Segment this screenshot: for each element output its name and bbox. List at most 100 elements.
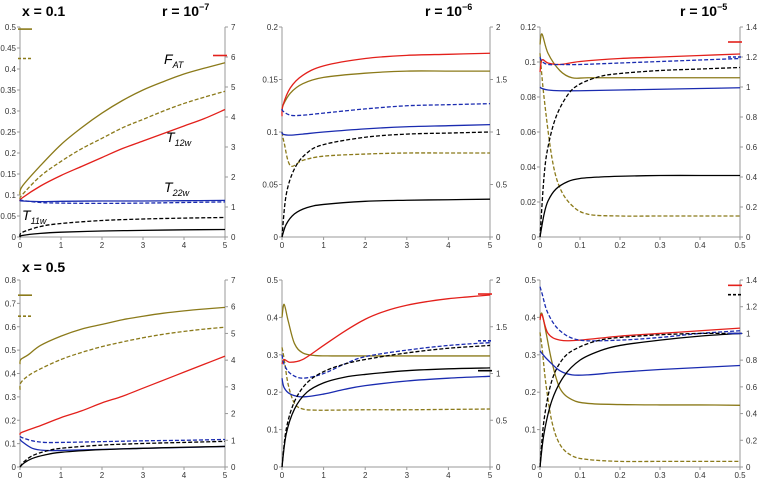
- right-tick-label: 0: [746, 463, 751, 472]
- left-tick-label: 0.2: [267, 23, 279, 32]
- series-line-t-22w: [281, 375, 491, 398]
- x-tick-label: 3: [405, 471, 410, 480]
- col-label-1: r = 10−7: [162, 2, 209, 19]
- series-line-f-at: [281, 303, 490, 357]
- left-tick-label: 0.1: [5, 440, 17, 449]
- right-tick-label: 1: [496, 128, 501, 137]
- x-tick-label: 4: [446, 241, 451, 250]
- right-tick-label: 2: [231, 173, 236, 182]
- col-label-2-exponent: −6: [462, 2, 472, 12]
- series-line-f-at: [19, 306, 226, 365]
- series-line-f-at: [19, 62, 226, 196]
- x-tick-label: 5: [223, 471, 228, 480]
- left-tick-label: 0.2: [525, 388, 537, 397]
- series-line-f-at-eq: [539, 53, 740, 217]
- x-tick-label: 0.2: [614, 241, 626, 250]
- right-tick-label: 6: [231, 303, 236, 312]
- left-tick-label: 0.4: [5, 65, 17, 74]
- row-label-top: x = 0.1: [22, 3, 65, 19]
- left-tick-label: 0.1: [525, 426, 537, 435]
- curve-label-t12w-sub: 12w: [175, 138, 192, 148]
- curve-label-t22w-main: T: [164, 179, 174, 195]
- right-tick-label: 1.2: [746, 303, 758, 312]
- col-label-3-base: r = 10: [680, 3, 717, 19]
- left-tick-label: 0.25: [0, 128, 16, 137]
- series-line-t-11w-eq: [19, 216, 226, 238]
- x-tick-label: 4: [182, 471, 187, 480]
- x-tick-label: 0.2: [614, 471, 626, 480]
- series-line-t-11w-eq: [281, 344, 491, 468]
- series-line-t-22w: [539, 350, 741, 376]
- right-tick-label: 3: [231, 143, 236, 152]
- series-line-t-12w: [539, 313, 741, 342]
- left-tick-label: 0.35: [0, 86, 16, 95]
- x-tick-label: 1: [59, 241, 64, 250]
- left-tick-label: 0.15: [262, 76, 278, 85]
- right-tick-label: 2: [496, 23, 501, 32]
- x-tick-label: 0.1: [574, 241, 586, 250]
- right-tick-label: 0: [231, 463, 236, 472]
- left-tick-label: 0.45: [0, 44, 16, 53]
- left-tick-label: 0.12: [520, 23, 536, 32]
- left-tick-label: 0.3: [5, 107, 17, 116]
- left-tick-label: 0.04: [520, 163, 536, 172]
- right-tick-label: 5: [231, 83, 236, 92]
- left-tick-label: 0: [532, 463, 537, 472]
- x-tick-label: 1: [321, 241, 326, 250]
- right-tick-label: 1.5: [496, 323, 508, 332]
- left-tick-label: 0.1: [525, 58, 537, 67]
- series-line-f-at-eq: [19, 326, 226, 390]
- right-tick-label: 4: [231, 356, 236, 365]
- panel-5: 0 0.1 0.2 0.3 0.4 0.5 0 0.5 1 1.5 2 0 1 2 3 4 5: [267, 276, 508, 480]
- series-line-t-22w: [19, 199, 226, 203]
- series-line-f-at-eq: [281, 347, 491, 411]
- curve-label-t12w: T12w: [166, 129, 192, 148]
- x-tick-label: 4: [182, 241, 187, 250]
- col-label-2-base: r = 10: [425, 3, 462, 19]
- series-line-f-at: [539, 312, 741, 406]
- x-tick-label: 5: [488, 471, 493, 480]
- left-tick-label: 0.8: [5, 276, 17, 285]
- x-tick-label: 2: [363, 471, 368, 480]
- left-tick-label: 0.3: [267, 351, 279, 360]
- x-tick-label: 1: [321, 471, 326, 480]
- right-tick-label: 1: [746, 83, 751, 92]
- left-tick-label: 0.2: [267, 388, 279, 397]
- series-line-t-22w-eq: [281, 341, 491, 379]
- curve-label-t22w: T22w: [164, 179, 190, 198]
- left-tick-label: 0.2: [5, 149, 17, 158]
- series-line-f-at: [281, 70, 490, 112]
- col-label-3-exponent: −5: [717, 2, 727, 12]
- x-tick-label: 0.4: [694, 471, 706, 480]
- right-tick-label: 0.4: [746, 410, 758, 419]
- series-line-t-12w: [19, 355, 226, 436]
- series-line-t-22w: [281, 124, 491, 136]
- right-tick-label: 0.5: [496, 416, 508, 425]
- x-tick-label: 4: [446, 471, 451, 480]
- series-line-t-11w-eq: [281, 131, 491, 238]
- x-tick-label: 0.3: [654, 471, 666, 480]
- x-tick-label: 2: [363, 241, 368, 250]
- x-tick-label: 3: [141, 241, 146, 250]
- right-tick-label: 2: [496, 276, 501, 285]
- right-tick-label: 1.2: [746, 53, 758, 62]
- series-line-f-at-eq: [281, 131, 490, 167]
- right-tick-label: 7: [231, 23, 236, 32]
- left-tick-label: 0.3: [525, 351, 537, 360]
- series-line-t-11w-eq: [539, 66, 741, 238]
- col-label-2: r = 10−6: [425, 2, 472, 19]
- left-tick-label: 0.4: [5, 370, 17, 379]
- left-tick-label: 0.6: [5, 323, 17, 332]
- right-tick-label: 0: [746, 233, 751, 242]
- left-tick-label: 0.1: [267, 426, 279, 435]
- series-line-t-11w: [19, 445, 226, 468]
- right-tick-label: 0.8: [746, 113, 758, 122]
- left-tick-label: 0: [12, 463, 17, 472]
- right-tick-label: 0.4: [746, 173, 758, 182]
- series-line-t-22w: [539, 86, 741, 92]
- series-line-t-22w-eq: [539, 286, 741, 342]
- panel-6: 00.10.20.30.40.500.20.40.60.811.21.40 0.1…: [525, 276, 758, 480]
- x-tick-label: 3: [405, 241, 410, 250]
- left-tick-label: 0.06: [520, 128, 536, 137]
